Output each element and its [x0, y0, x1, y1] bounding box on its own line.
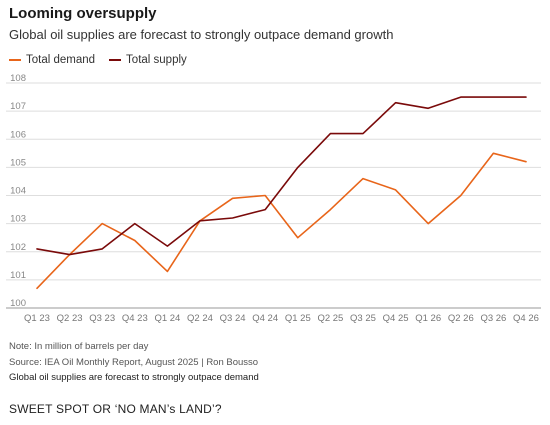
section-heading: SWEET SPOT OR ‘NO MAN’s LAND’? — [9, 402, 222, 416]
x-tick-label: Q3 23 — [89, 313, 115, 324]
y-tick-label: 105 — [10, 157, 26, 168]
series-line-supply — [36, 96, 527, 256]
y-tick-label: 101 — [10, 270, 26, 281]
legend-swatch-demand — [9, 59, 21, 61]
x-tick-label: Q4 25 — [383, 313, 409, 324]
source-text: Source: IEA Oil Monthly Report, August 2… — [9, 357, 259, 368]
x-tick-label: Q4 26 — [513, 313, 539, 324]
y-tick-label: 100 — [10, 298, 26, 309]
x-tick-label: Q3 24 — [220, 313, 246, 324]
legend-label-supply: Total supply — [126, 54, 187, 66]
x-tick-label: Q3 26 — [480, 313, 506, 324]
x-tick-label: Q3 25 — [350, 313, 376, 324]
x-tick-label: Q4 23 — [122, 313, 148, 324]
x-tick-label: Q1 23 — [24, 313, 50, 324]
x-tick-label: Q1 24 — [154, 313, 180, 324]
y-tick-label: 106 — [10, 129, 26, 140]
caption-text: Global oil supplies are forecast to stro… — [9, 372, 259, 383]
x-tick-label: Q2 23 — [57, 313, 83, 324]
x-tick-label: Q2 25 — [317, 313, 343, 324]
x-tick-label: Q1 26 — [415, 313, 441, 324]
y-tick-label: 103 — [10, 214, 26, 225]
x-tick-label: Q1 25 — [285, 313, 311, 324]
x-tick-label: Q2 24 — [187, 313, 213, 324]
legend-label-demand: Total demand — [26, 54, 96, 66]
y-tick-label: 102 — [10, 242, 26, 253]
chart-subtitle: Global oil supplies are forecast to stro… — [9, 27, 394, 42]
legend: Total demand Total supply — [9, 54, 187, 66]
y-tick-label: 108 — [10, 73, 26, 84]
legend-swatch-supply — [109, 59, 122, 61]
y-tick-label: 104 — [10, 186, 26, 197]
x-tick-label: Q4 24 — [252, 313, 278, 324]
series-line-demand — [36, 152, 527, 290]
chart-title: Looming oversupply — [9, 5, 157, 22]
x-tick-label: Q2 26 — [448, 313, 474, 324]
legend-item-demand: Total demand — [9, 54, 95, 66]
note-text: Note: In million of barrels per day — [9, 341, 149, 352]
legend-item-supply: Total supply — [109, 54, 187, 66]
y-tick-label: 107 — [10, 101, 26, 112]
